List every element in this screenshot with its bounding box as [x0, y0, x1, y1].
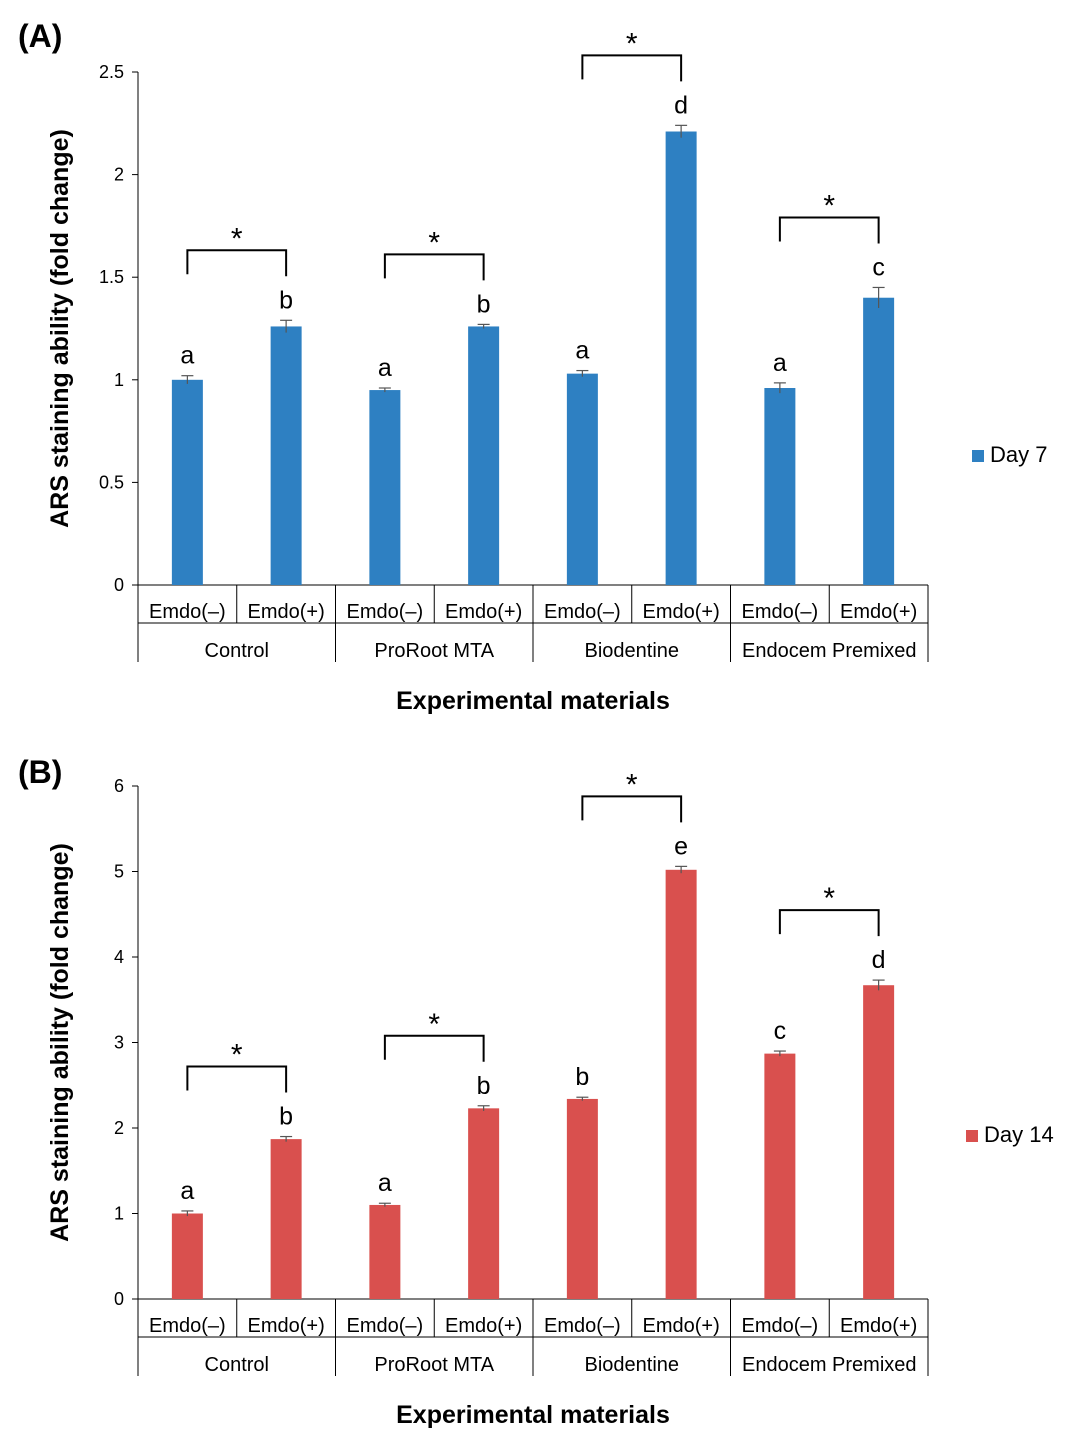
- significance-letter: a: [180, 342, 194, 370]
- significance-star: *: [428, 226, 440, 259]
- panel-label: (B): [18, 754, 62, 790]
- significance-star: *: [428, 1008, 440, 1041]
- x-category-label: Emdo(–): [149, 1315, 226, 1337]
- y-tick-label: 4: [114, 947, 124, 967]
- significance-bracket: [581, 795, 683, 823]
- significance-star: *: [823, 882, 835, 915]
- bar: [566, 373, 598, 585]
- legend-label: Day 7: [990, 442, 1047, 467]
- bar: [171, 1213, 203, 1299]
- significance-bracket: [581, 54, 683, 82]
- x-group-label: Endocem Premixed: [742, 640, 917, 662]
- y-tick-label: 2: [114, 165, 124, 185]
- significance-letter: a: [378, 354, 392, 382]
- x-category-label: Emdo(–): [742, 601, 819, 623]
- x-group-label: Biodentine: [584, 1354, 679, 1376]
- legend-swatch: [972, 450, 984, 462]
- x-category-label: Emdo(+): [840, 601, 917, 623]
- significance-bracket: [778, 216, 880, 244]
- y-tick-label: 6: [114, 776, 124, 796]
- significance-letter: a: [180, 1177, 194, 1205]
- y-tick-label: 5: [114, 862, 124, 882]
- bar: [171, 379, 203, 585]
- x-group-label: ProRoot MTA: [374, 1354, 494, 1376]
- x-group-label: Endocem Premixed: [742, 1354, 917, 1376]
- bar: [764, 1053, 796, 1299]
- x-category-label: Emdo(–): [347, 1315, 424, 1337]
- y-tick-label: 1: [114, 1204, 124, 1224]
- bar: [665, 131, 697, 585]
- y-tick-label: 3: [114, 1033, 124, 1053]
- x-axis-title: Experimental materials: [396, 1401, 670, 1429]
- bar: [566, 1098, 598, 1299]
- x-category-label: Emdo(–): [544, 1315, 621, 1337]
- significance-letter: a: [378, 1169, 392, 1197]
- x-category-label: Emdo(+): [643, 1315, 720, 1337]
- significance-bracket: [778, 909, 880, 937]
- significance-star: *: [231, 1039, 243, 1072]
- significance-bracket: [383, 253, 485, 281]
- significance-letter: e: [674, 832, 688, 860]
- x-category-label: Emdo(–): [742, 1315, 819, 1337]
- y-axis-title: ARS staining ability (fold change): [46, 843, 74, 1242]
- significance-letter: d: [872, 946, 886, 974]
- y-tick-label: 0: [114, 1289, 124, 1309]
- y-tick-label: 0: [114, 575, 124, 595]
- x-category-label: Emdo(+): [445, 601, 522, 623]
- significance-letter: b: [477, 290, 491, 318]
- bar: [863, 297, 895, 585]
- bar: [764, 388, 796, 585]
- y-tick-label: 2.5: [99, 62, 124, 82]
- x-category-label: Emdo(+): [445, 1315, 522, 1337]
- significance-letter: b: [575, 1063, 589, 1091]
- significance-star: *: [626, 27, 638, 60]
- significance-letter: b: [279, 286, 293, 314]
- significance-star: *: [823, 189, 835, 222]
- significance-letter: a: [575, 337, 589, 365]
- bar: [270, 1139, 302, 1299]
- y-tick-label: 1: [114, 370, 124, 390]
- y-axis-title: ARS staining ability (fold change): [46, 129, 74, 528]
- bar: [468, 1108, 500, 1299]
- bar: [468, 326, 500, 585]
- x-category-label: Emdo(+): [643, 601, 720, 623]
- significance-letter: c: [872, 253, 885, 281]
- panel-label: (A): [18, 18, 62, 54]
- x-category-label: Emdo(–): [149, 601, 226, 623]
- significance-letter: b: [477, 1072, 491, 1100]
- y-tick-label: 2: [114, 1118, 124, 1138]
- significance-bracket: [186, 1065, 288, 1093]
- x-category-label: Emdo(–): [544, 601, 621, 623]
- x-category-label: Emdo(+): [840, 1315, 917, 1337]
- significance-star: *: [231, 222, 243, 255]
- significance-letter: b: [279, 1103, 293, 1131]
- significance-letter: d: [674, 91, 688, 119]
- bar: [863, 985, 895, 1299]
- bar: [369, 1204, 401, 1299]
- significance-star: *: [626, 768, 638, 801]
- significance-bracket: [383, 1034, 485, 1062]
- significance-bracket: [186, 249, 288, 277]
- chart-panel-a: (A) 0 0.5 1 1.5 2 2.5 a Emdo(–) b Emdo(+) a Emdo(–) b…: [18, 18, 1047, 715]
- y-tick-label: 1.5: [99, 267, 124, 287]
- legend-swatch: [966, 1130, 978, 1142]
- significance-letter: a: [773, 349, 787, 377]
- x-group-label: Control: [205, 1354, 269, 1376]
- x-group-label: Biodentine: [584, 640, 679, 662]
- x-group-label: ProRoot MTA: [374, 640, 494, 662]
- x-axis-title: Experimental materials: [396, 687, 670, 715]
- chart-panel-b: (B) 0 1 2 3 4 5 6 a Emdo(–) b Emdo(+) a Emdo(–) b Emdo(…: [18, 754, 1054, 1429]
- bar: [270, 326, 302, 585]
- bar: [369, 390, 401, 585]
- x-category-label: Emdo(+): [248, 601, 325, 623]
- significance-letter: c: [774, 1017, 787, 1045]
- x-group-label: Control: [205, 640, 269, 662]
- legend-label: Day 14: [984, 1122, 1054, 1147]
- x-category-label: Emdo(+): [248, 1315, 325, 1337]
- x-category-label: Emdo(–): [347, 601, 424, 623]
- bar: [665, 869, 697, 1299]
- y-tick-label: 0.5: [99, 472, 124, 492]
